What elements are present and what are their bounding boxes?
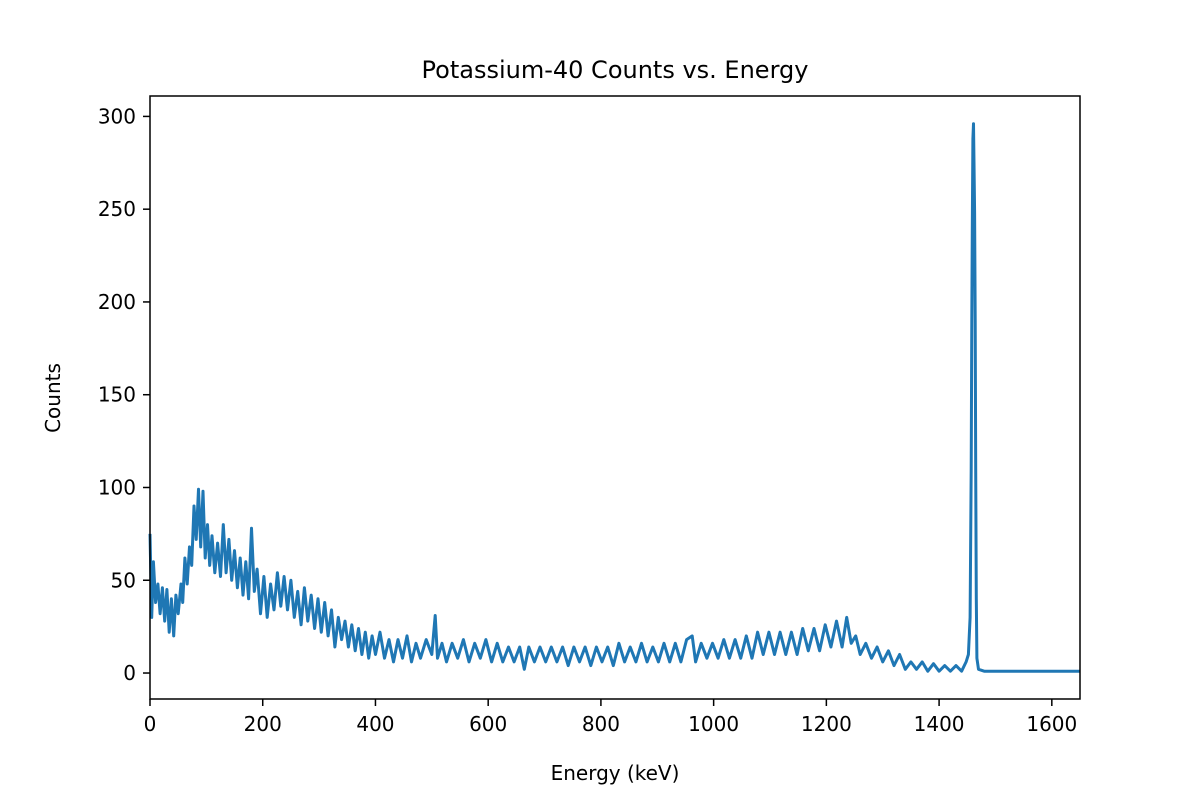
y-tick-label: 150 — [98, 383, 136, 407]
x-axis-label: Energy (keV) — [551, 761, 680, 785]
x-tick-label: 1400 — [914, 712, 965, 736]
x-tick-label: 1200 — [801, 712, 852, 736]
y-tick-label: 200 — [98, 290, 136, 314]
y-axis-label: Counts — [41, 363, 65, 433]
x-tick-label: 200 — [244, 712, 282, 736]
x-tick-label: 1000 — [688, 712, 739, 736]
x-axis: 0 200 400 600 800 1000 1200 1400 1600 — [144, 699, 1077, 736]
plot-frame — [149, 95, 1081, 700]
y-tick-label: 300 — [98, 104, 136, 128]
x-tick-label: 1600 — [1026, 712, 1077, 736]
chart-title: Potassium-40 Counts vs. Energy — [422, 56, 809, 84]
x-tick-label: 800 — [582, 712, 620, 736]
x-tick-label: 0 — [144, 712, 157, 736]
series-line-0 — [148, 122, 1080, 673]
y-tick-label: 250 — [98, 197, 136, 221]
y-tick-label: 50 — [111, 568, 136, 592]
plot-area — [148, 122, 1080, 673]
y-tick-label: 100 — [98, 475, 136, 499]
y-tick-label: 0 — [123, 661, 136, 685]
y-axis: 0 50 100 150 200 250 300 — [98, 104, 150, 685]
x-tick-label: 400 — [356, 712, 394, 736]
x-tick-label: 600 — [469, 712, 507, 736]
